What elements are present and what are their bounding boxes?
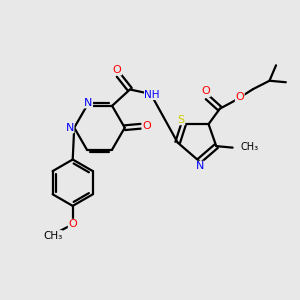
Text: S: S [178,115,185,125]
Text: N: N [196,161,205,171]
Text: NH: NH [145,89,160,100]
Text: O: O [113,65,122,75]
Text: CH₃: CH₃ [43,231,62,241]
Text: O: O [202,86,210,96]
Text: O: O [68,219,77,229]
Text: N: N [84,98,92,108]
Text: CH₃: CH₃ [241,142,259,152]
Text: O: O [142,121,151,131]
Text: O: O [236,92,244,102]
Text: N: N [66,123,74,133]
